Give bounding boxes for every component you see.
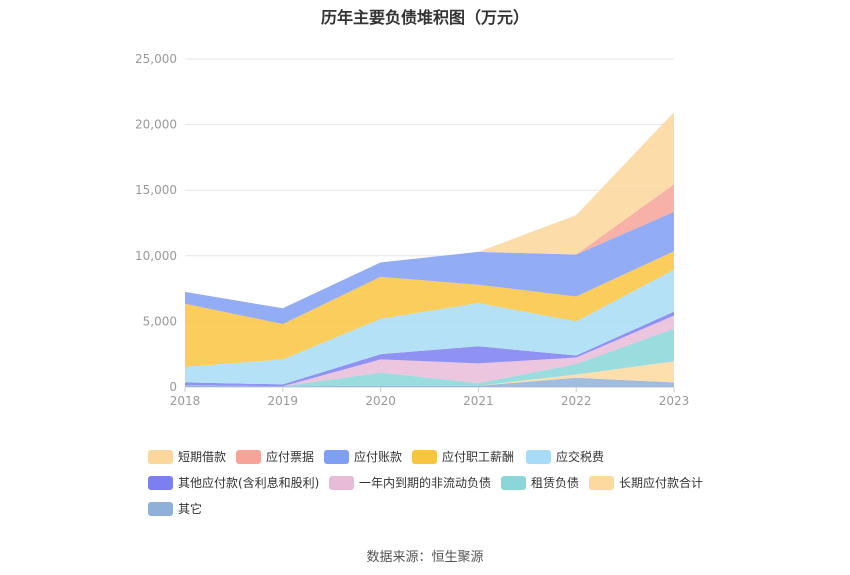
area-series[interactable] bbox=[185, 377, 674, 387]
x-tick-label: 2018 bbox=[170, 394, 201, 408]
legend-item[interactable]: 其它 bbox=[148, 500, 202, 516]
y-tick-label: 15,000 bbox=[135, 183, 177, 197]
legend-swatch bbox=[148, 501, 173, 516]
legend-item[interactable]: 应付账款 bbox=[324, 448, 402, 464]
legend-label: 应付账款 bbox=[354, 450, 403, 464]
data-source-note: 数据来源：恒生聚源 bbox=[366, 550, 484, 565]
legend-item[interactable]: 短期借款 bbox=[148, 448, 226, 464]
legend-label: 应付职工薪酬 bbox=[442, 450, 515, 464]
x-tick-label: 2019 bbox=[268, 394, 299, 408]
area-series[interactable] bbox=[185, 328, 674, 387]
area-series[interactable] bbox=[185, 315, 674, 387]
x-tick-label: 2020 bbox=[365, 394, 396, 408]
legend-item[interactable]: 应交税费 bbox=[526, 448, 604, 464]
x-tick-label: 2021 bbox=[463, 394, 494, 408]
y-tick-label: 0 bbox=[169, 380, 177, 394]
legend-label: 长期应付款合计 bbox=[619, 476, 704, 490]
legend-item[interactable]: 长期应付款合计 bbox=[589, 474, 703, 490]
legend-swatch bbox=[589, 475, 614, 490]
chart-plot: 0 5,000 10,000 15,000 20,000 25,000 2018 2019 20… bbox=[135, 52, 690, 408]
legend-swatch bbox=[526, 449, 551, 464]
x-tick-label: 2023 bbox=[659, 394, 690, 408]
legend-item[interactable]: 其他应付款(含利息和股利) bbox=[148, 474, 319, 490]
legend-item[interactable]: 应付职工薪酬 bbox=[412, 448, 514, 464]
legend-swatch bbox=[148, 475, 173, 490]
y-tick-label: 20,000 bbox=[135, 118, 177, 132]
legend-label: 应付票据 bbox=[266, 450, 315, 464]
y-tick-label: 5,000 bbox=[143, 314, 177, 328]
chart-title: 历年主要负债堆积图（万元） bbox=[320, 8, 529, 27]
y-tick-label: 10,000 bbox=[135, 249, 177, 263]
area-series[interactable] bbox=[185, 211, 674, 324]
legend-swatch bbox=[412, 449, 437, 464]
legend-item[interactable]: 一年内到期的非流动负债 bbox=[329, 474, 491, 490]
area-series[interactable] bbox=[185, 251, 674, 367]
area-series[interactable] bbox=[185, 269, 674, 385]
x-tick-label: 2022 bbox=[561, 394, 592, 408]
legend-label: 应交税费 bbox=[556, 450, 605, 464]
legend-item[interactable]: 应付票据 bbox=[236, 448, 314, 464]
legend-label: 租赁负债 bbox=[531, 476, 580, 490]
legend-label: 短期借款 bbox=[178, 450, 227, 464]
legend-swatch bbox=[329, 475, 354, 490]
legend-swatch bbox=[501, 475, 526, 490]
y-tick-label: 25,000 bbox=[135, 52, 177, 66]
legend-swatch bbox=[148, 449, 173, 464]
legend-label: 一年内到期的非流动负债 bbox=[359, 476, 492, 490]
legend-swatch bbox=[236, 449, 261, 464]
legend-swatch bbox=[324, 449, 349, 464]
legend-label: 其他应付款(含利息和股利) bbox=[178, 476, 320, 490]
legend-label: 其它 bbox=[178, 502, 203, 516]
legend-item[interactable]: 租赁负债 bbox=[501, 474, 579, 490]
